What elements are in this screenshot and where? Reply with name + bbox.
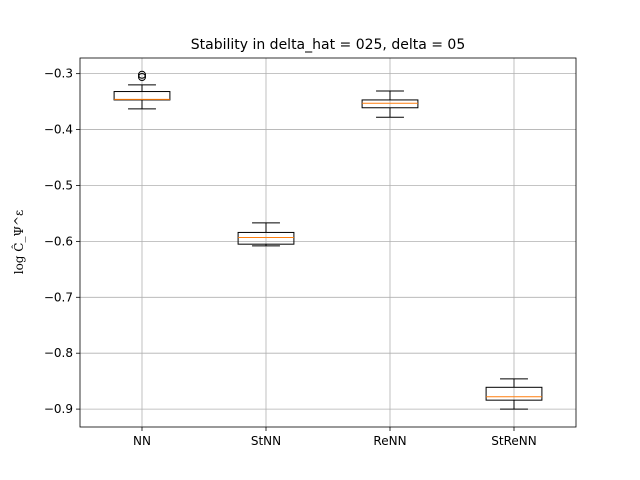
y-axis-label: log Ĉ_Ψ^ε xyxy=(10,210,26,275)
y-tick-label: −0.6 xyxy=(44,234,73,248)
box-strenn xyxy=(485,378,543,410)
x-tick-label: StNN xyxy=(251,434,281,448)
y-tick-label: −0.5 xyxy=(44,178,73,192)
box-body xyxy=(237,231,295,245)
box-body xyxy=(113,91,171,101)
box-stnn xyxy=(237,222,295,247)
y-tick-label: −0.8 xyxy=(44,346,73,360)
x-tick-label: ReNN xyxy=(373,434,406,448)
box-body xyxy=(361,99,419,109)
x-tick-label: StReNN xyxy=(491,434,536,448)
y-tick-label: −0.7 xyxy=(44,290,73,304)
box-body xyxy=(485,386,543,401)
grid xyxy=(80,58,576,427)
box-nn xyxy=(113,70,171,110)
axes: −0.3 −0.4 −0.5 −0.6 −0.7 −0.8 −0.9 NN StNN ReNN St… xyxy=(44,57,577,448)
y-tick-label: −0.3 xyxy=(44,67,73,81)
outlier-point xyxy=(138,70,146,79)
axes-frame xyxy=(79,57,577,428)
box-renn xyxy=(361,90,419,118)
x-tick-label: NN xyxy=(133,434,151,448)
chart-title: Stability in delta_hat = 025, delta = 05 xyxy=(191,37,466,53)
outlier-point xyxy=(138,73,146,82)
y-tick-label: −0.4 xyxy=(44,123,73,137)
y-tick-label: −0.9 xyxy=(44,402,73,416)
boxes xyxy=(113,70,543,410)
